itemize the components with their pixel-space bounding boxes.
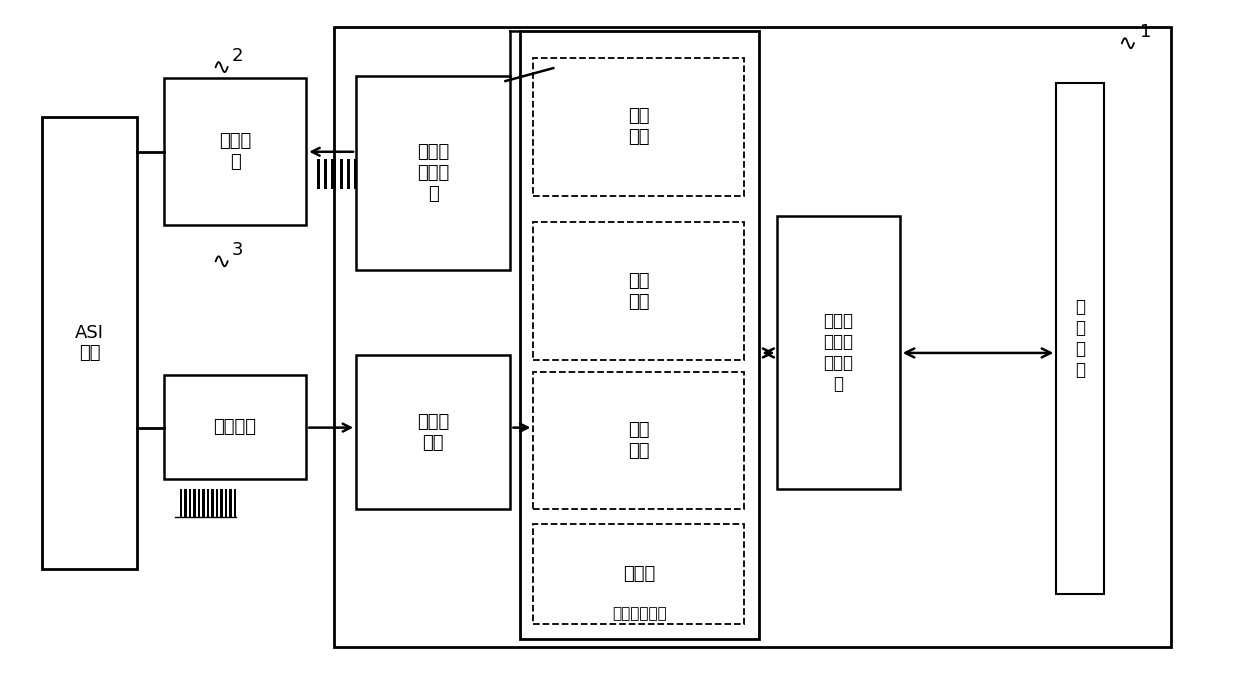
Bar xyxy=(234,489,235,517)
Bar xyxy=(520,31,760,639)
Text: 定时器
抓捕: 定时器 抓捕 xyxy=(418,413,450,452)
Bar xyxy=(229,489,232,517)
Bar xyxy=(354,159,357,189)
Text: 应用
处理: 应用 处理 xyxy=(628,272,649,310)
Bar xyxy=(335,27,1171,647)
Bar xyxy=(533,58,745,195)
Text: ASI
电源: ASI 电源 xyxy=(76,324,104,362)
Bar xyxy=(219,489,223,517)
Bar xyxy=(341,159,343,189)
Text: 协议处理模块: 协议处理模块 xyxy=(612,606,668,621)
Text: 定时器
控制输
出: 定时器 控制输 出 xyxy=(418,143,450,203)
Text: 调制电
路: 调制电 路 xyxy=(219,132,252,171)
Bar xyxy=(198,489,199,517)
Bar xyxy=(188,489,191,517)
Bar xyxy=(331,159,336,189)
Bar xyxy=(216,489,218,517)
Bar xyxy=(533,524,745,624)
Text: 2: 2 xyxy=(232,47,243,65)
Bar xyxy=(42,117,138,569)
Bar xyxy=(356,76,510,270)
Text: 通
信
接
口: 通 信 接 口 xyxy=(1075,298,1085,379)
Bar xyxy=(777,216,900,489)
Bar xyxy=(224,489,227,517)
Bar xyxy=(1056,83,1104,594)
Bar xyxy=(164,78,306,226)
Bar xyxy=(202,489,204,517)
Text: 帧校验: 帧校验 xyxy=(623,565,655,583)
Text: 逻辑控
制及状
态机模
块: 逻辑控 制及状 态机模 块 xyxy=(824,312,854,393)
Text: 3: 3 xyxy=(232,241,243,260)
Bar xyxy=(164,375,306,479)
Bar xyxy=(347,159,351,189)
Bar xyxy=(207,489,208,517)
Bar xyxy=(211,489,213,517)
Text: 接收
解码: 接收 解码 xyxy=(628,421,649,460)
Text: 解调电路: 解调电路 xyxy=(213,418,256,436)
Text: 发送
编码: 发送 编码 xyxy=(628,107,649,146)
Bar xyxy=(356,355,510,509)
Bar xyxy=(317,159,320,189)
Text: 1: 1 xyxy=(1140,23,1151,41)
Bar xyxy=(325,159,327,189)
Bar xyxy=(180,489,182,517)
Bar xyxy=(533,372,745,509)
Bar xyxy=(193,489,196,517)
Bar xyxy=(533,222,745,360)
Bar xyxy=(183,489,187,517)
